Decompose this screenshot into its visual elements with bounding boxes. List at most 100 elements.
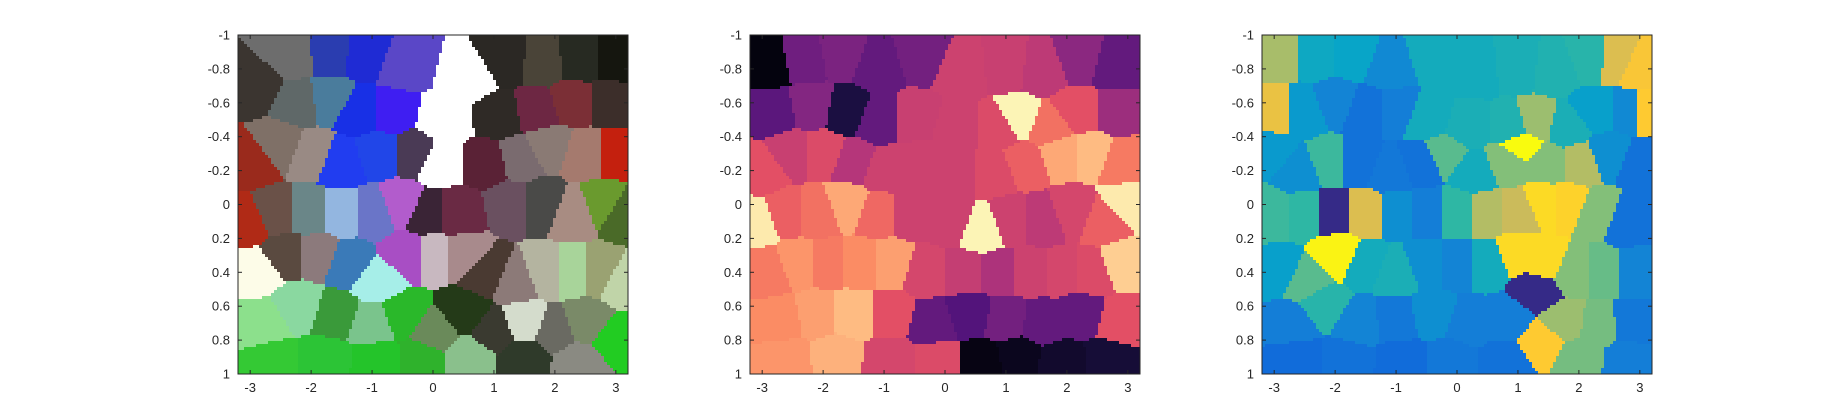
- heatmap-cell: [589, 68, 593, 72]
- heatmap-cell: [310, 80, 314, 84]
- heatmap-cell: [574, 59, 578, 63]
- heatmap-cell: [595, 53, 599, 57]
- heatmap-cell: [289, 50, 293, 54]
- heatmap-cell: [523, 104, 527, 108]
- heatmap-cell: [271, 110, 275, 114]
- heatmap-cell: [514, 98, 518, 102]
- heatmap-cell: [463, 47, 467, 51]
- heatmap-cell: [463, 101, 467, 105]
- heatmap-cell: [391, 110, 395, 114]
- heatmap-cell: [256, 56, 260, 60]
- heatmap-cell: [487, 35, 491, 39]
- heatmap-cell: [262, 44, 266, 48]
- heatmap-cell: [469, 65, 473, 69]
- heatmap-cell: [322, 77, 326, 81]
- heatmap-cell: [307, 53, 311, 57]
- heatmap-cell: [376, 56, 380, 60]
- heatmap-cell: [499, 68, 503, 72]
- heatmap-cell: [250, 83, 254, 87]
- heatmap-cell: [367, 107, 371, 111]
- heatmap-cell: [601, 35, 605, 39]
- heatmap-cell: [589, 86, 593, 90]
- heatmap-cell: [316, 95, 320, 99]
- heatmap-cell: [259, 62, 263, 66]
- heatmap-cell: [331, 50, 335, 54]
- heatmap-cell: [559, 71, 563, 75]
- heatmap-cell: [460, 50, 464, 54]
- heatmap-cell: [391, 89, 395, 93]
- heatmap-cell: [451, 98, 455, 102]
- heatmap-cell: [550, 80, 554, 84]
- heatmap-cell: [376, 47, 380, 51]
- heatmap-cell: [448, 98, 452, 102]
- heatmap-cell: [568, 107, 572, 111]
- heatmap-cell: [487, 95, 491, 99]
- heatmap-cell: [448, 95, 452, 99]
- heatmap-cell: [367, 104, 371, 108]
- heatmap-cell: [430, 44, 434, 48]
- heatmap-cell: [484, 35, 488, 39]
- heatmap-cell: [586, 38, 590, 42]
- heatmap-cell: [436, 35, 440, 39]
- heatmap-cell: [295, 41, 299, 45]
- heatmap-cell: [544, 80, 548, 84]
- heatmap-cell: [463, 53, 467, 57]
- heatmap-cell: [430, 41, 434, 45]
- heatmap-cell: [364, 44, 368, 48]
- heatmap-cell: [334, 101, 338, 105]
- heatmap-cell: [439, 47, 443, 51]
- heatmap-cell: [301, 80, 305, 84]
- heatmap-cell: [268, 107, 272, 111]
- heatmap-cell: [406, 47, 410, 51]
- heatmap-cell: [250, 35, 254, 39]
- heatmap-cell: [355, 77, 359, 81]
- heatmap-cell: [469, 89, 473, 93]
- heatmap-cell: [475, 71, 479, 75]
- heatmap-cell: [352, 35, 356, 39]
- heatmap-cell: [394, 77, 398, 81]
- heatmap-cell: [499, 86, 503, 90]
- heatmap-cell: [259, 98, 263, 102]
- heatmap-cell: [424, 107, 428, 111]
- heatmap-cell: [277, 56, 281, 60]
- heatmap-cell: [535, 44, 539, 48]
- heatmap-cell: [271, 47, 275, 51]
- heatmap-cell: [511, 104, 515, 108]
- heatmap-cell: [277, 47, 281, 51]
- heatmap-cell: [409, 104, 413, 108]
- heatmap-cell: [307, 104, 311, 108]
- heatmap-cell: [337, 65, 341, 69]
- heatmap-cell: [595, 41, 599, 45]
- heatmap-cell: [544, 77, 548, 81]
- heatmap-cell: [601, 44, 605, 48]
- heatmap-cell: [385, 62, 389, 66]
- heatmap-cell: [610, 71, 614, 75]
- heatmap-cell: [580, 44, 584, 48]
- heatmap-cell: [325, 113, 329, 117]
- heatmap-cell: [379, 98, 383, 102]
- heatmap-cell: [247, 77, 251, 81]
- heatmap-cell: [475, 101, 479, 105]
- heatmap-cell: [328, 101, 332, 105]
- heatmap-cell: [427, 53, 431, 57]
- heatmap-cell: [577, 107, 581, 111]
- heatmap-cell: [316, 80, 320, 84]
- heatmap-cell: [460, 68, 464, 72]
- heatmap-cell: [622, 68, 626, 72]
- heatmap-cell: [430, 77, 434, 81]
- heatmap-cell: [310, 53, 314, 57]
- heatmap-cell: [448, 107, 452, 111]
- heatmap-cell: [586, 71, 590, 75]
- heatmap-cell: [445, 47, 449, 51]
- heatmap-cell: [250, 38, 254, 42]
- heatmap-cell: [409, 38, 413, 42]
- heatmap-cell: [592, 83, 596, 87]
- heatmap-cell: [274, 98, 278, 102]
- heatmap-cell: [514, 104, 518, 108]
- heatmap-cell: [430, 68, 434, 72]
- heatmap-cell: [478, 107, 482, 111]
- heatmap-cell: [397, 104, 401, 108]
- heatmap-cell: [538, 107, 542, 111]
- heatmap-cell: [244, 104, 248, 108]
- heatmap-cell: [478, 47, 482, 51]
